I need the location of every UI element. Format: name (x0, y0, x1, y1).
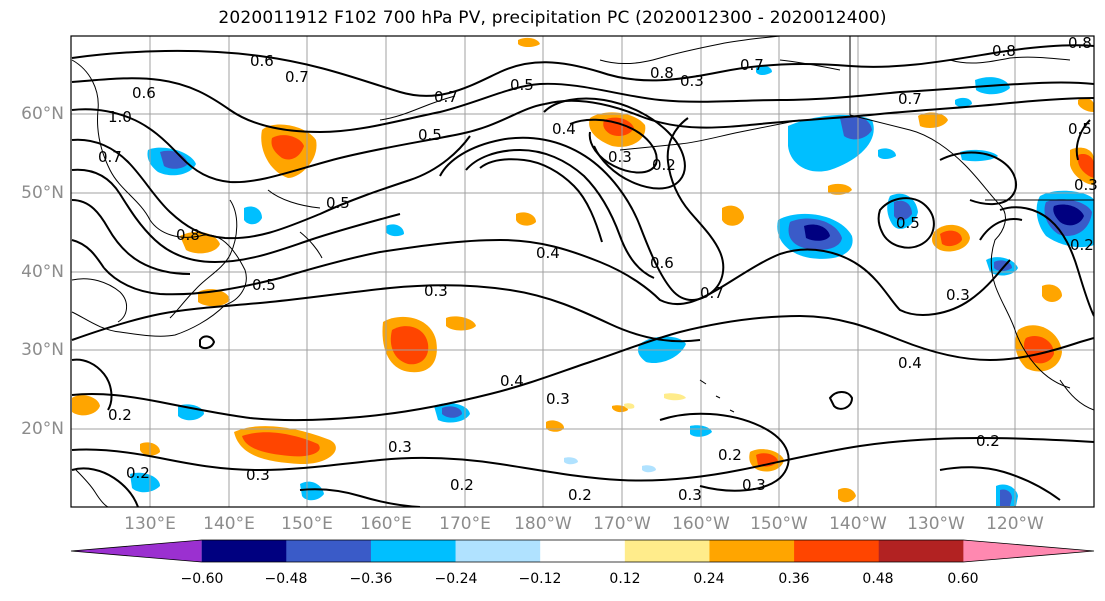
colorbar-segment (624, 540, 710, 562)
colorbar-tick-label: 0.24 (693, 571, 725, 587)
lat-label-50n: 50°N (21, 183, 64, 203)
contour-label: 0.7 (740, 56, 764, 74)
colorbar-segment (455, 540, 541, 562)
contour-label: 0.2 (126, 464, 150, 482)
contour-label: 0.5 (326, 194, 350, 212)
contour-label: 0.3 (946, 286, 970, 304)
contour-label: 0.4 (552, 120, 576, 138)
colorbar-segment (201, 540, 287, 562)
colorbar-segment (709, 540, 795, 562)
colorbar-tick-label: −0.12 (518, 571, 562, 587)
colorbar-tick-label: 0.48 (862, 571, 894, 587)
contour-label: 0.2 (1070, 236, 1094, 254)
colorbar-segment (794, 540, 880, 562)
contour-label: 0.8 (1068, 34, 1092, 52)
contour-label: 0.3 (742, 476, 766, 494)
colorbar-tick-label: −0.36 (349, 571, 393, 587)
contour-label: 0.3 (546, 390, 570, 408)
contour-label: 0.6 (132, 84, 156, 102)
contour-label: 0.4 (898, 354, 922, 372)
colorbar-segment (878, 540, 964, 562)
contour-label: 0.7 (98, 148, 122, 166)
contour-label: 0.2 (108, 406, 132, 424)
contour-label: 0.4 (500, 372, 524, 390)
contour-label: 0.8 (176, 226, 200, 244)
coastlines (71, 36, 1094, 507)
colorbar (70, 539, 1095, 563)
lon-label: 130°W (907, 514, 965, 534)
colorbar-tick-label: −0.48 (264, 571, 308, 587)
pv-contours (71, 44, 1094, 507)
lon-label: 140°W (829, 514, 887, 534)
contour-label: 0.2 (976, 432, 1000, 450)
colorbar-segment (286, 540, 372, 562)
contour-label: 0.8 (650, 64, 674, 82)
contour-label: 0.2 (568, 486, 592, 504)
contour-label: 0.5 (896, 214, 920, 232)
contour-label: 0.5 (1068, 120, 1092, 138)
colorbar-tick-label: 0.36 (778, 571, 810, 587)
contour-label: 0.7 (434, 88, 458, 106)
lon-label: 150°E (281, 514, 333, 534)
contour-label: 0.3 (1074, 176, 1098, 194)
contour-label: 0.5 (418, 126, 442, 144)
lon-label: 180°W (514, 514, 572, 534)
contour-label: 0.5 (252, 276, 276, 294)
contour-label: 0.7 (700, 284, 724, 302)
lon-label: 150°W (750, 514, 808, 534)
contour-label: 0.2 (718, 446, 742, 464)
lon-label: 160°W (672, 514, 730, 534)
contour-label: 0.6 (650, 254, 674, 272)
contour-label: 1.0 (108, 108, 132, 126)
contour-label: 0.3 (424, 282, 448, 300)
lat-label-60n: 60°N (21, 104, 64, 124)
contour-label: 0.7 (285, 68, 309, 86)
contour-label: 0.5 (510, 76, 534, 94)
contour-label: 0.6 (250, 52, 274, 70)
colorbar-tick-label: −0.24 (434, 571, 478, 587)
contour-labels: 0.6 0.7 0.6 1.0 0.7 0.8 0.5 0.7 0.5 0.5 … (98, 34, 1098, 504)
colorbar-segment (540, 540, 626, 562)
lon-label: 160°E (360, 514, 412, 534)
lat-label-40n: 40°N (21, 262, 64, 282)
lat-label-20n: 20°N (21, 419, 64, 439)
colorbar-segment (370, 540, 457, 562)
lon-label: 170°E (439, 514, 491, 534)
precip-negative-areas (130, 65, 1094, 506)
contour-label: 0.3 (388, 438, 412, 456)
contour-label: 0.8 (992, 42, 1016, 60)
colorbar-tick-label: 0.60 (947, 571, 979, 587)
contour-label: 0.3 (680, 72, 704, 90)
lat-label-30n: 30°N (21, 340, 64, 360)
colorbar-tick-label: −0.60 (180, 571, 224, 587)
lon-label: 130°E (124, 514, 176, 534)
contour-label: 0.7 (898, 90, 922, 108)
contour-label: 0.3 (246, 466, 270, 484)
lon-label: 170°W (593, 514, 651, 534)
contour-label: 0.4 (536, 244, 560, 262)
colorbar-tick-label: 0.12 (609, 571, 641, 587)
map-title: 2020011912 F102 700 hPa PV, precipitatio… (218, 8, 887, 28)
contour-label: 0.3 (678, 486, 702, 504)
colorbar-segment (963, 540, 1094, 562)
colorbar-outline (70, 539, 1095, 563)
map-frame (70, 35, 1095, 508)
gridlines (71, 36, 1094, 507)
contour-label: 0.3 (608, 148, 632, 166)
lon-label: 140°E (203, 514, 255, 534)
contour-label: 0.2 (450, 476, 474, 494)
colorbar-segment (71, 540, 202, 562)
lon-label: 120°W (986, 514, 1044, 534)
contour-label: 0.2 (652, 156, 676, 174)
